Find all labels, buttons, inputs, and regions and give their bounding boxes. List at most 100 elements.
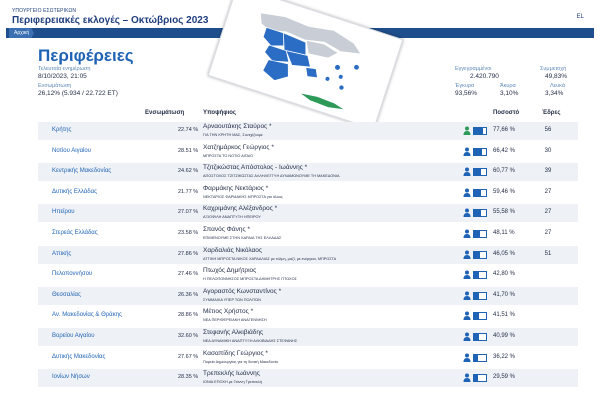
row-percentage: 36,22 % — [493, 353, 516, 360]
percentage-bar-fill — [474, 313, 479, 320]
candidate-party: ΑΠΟΣΤΟΛΟΣ ΤΖΙΤΖΙΚΩΣΤΑΣ ΑΛΛΗΛΕΓΓΥΗ ΔΥΝΑΜΩ… — [203, 174, 340, 179]
percentage-bar — [473, 291, 487, 300]
region-name-link[interactable]: Πελοποννήσου — [52, 271, 93, 278]
col-header-percentage[interactable]: Ποσοστό — [493, 110, 520, 116]
greece-map-card[interactable] — [207, 0, 404, 130]
percentage-bar-fill — [474, 128, 484, 134]
election-title[interactable]: Περιφερειακές εκλογές – Οκτώβριος 2023 — [12, 15, 209, 26]
map-region-central — [285, 50, 311, 68]
candidate-party: ΑΞΙΟΦΙΛΗ ΑΝΑΠΤΥΞΗ ΗΠΕΙΡΟΥ — [203, 215, 261, 220]
candidate-name: Χαρδαλιάς Νικόλαος — [203, 246, 263, 254]
candidate-party: ΓΙΑ ΤΗΝ ΚΡΗΤΗ ΜΑΣ, Συνεχίζουμε — [203, 133, 263, 137]
table-row[interactable]: Ιονίων Νήσων 28.35 % Τρεπεκλής Ιωάννης ΙΟΝΙ… — [38, 369, 578, 388]
region-name-link[interactable]: Δυτικής Μακεδονίας — [52, 353, 106, 360]
percentage-bar — [473, 271, 487, 280]
candidate-party: ΝΕΚΤΑΡΙΟΣ ΦΑΡΜΑΚΗΣ ΜΠΡΟΣΤΑ για όλους — [203, 194, 283, 199]
candidate-person-icon — [463, 270, 471, 280]
region-name-link[interactable]: Κεντρικής Μακεδονίας — [52, 168, 112, 175]
ministry-label: ΥΠΟΥΡΓΕΙΟ ΕΣΩΤΕΡΙΚΩΝ — [12, 8, 77, 14]
last-update-value: 8/10/2023, 21:05 — [38, 73, 87, 80]
candidate-name: Κασαπίδης Γεώργιος * — [203, 349, 268, 357]
table-row[interactable]: Αττικής 27.86 % Χαρδαλιάς Νικόλαος ΑΤΤΙΚΗ Μ… — [38, 245, 578, 264]
region-name-link[interactable]: Θεσσαλίας — [52, 291, 81, 298]
row-seats: 27 — [544, 188, 552, 195]
row-integration: 28.51 % — [178, 147, 199, 154]
table-row[interactable]: Ηπείρου 27.07 % Καχριμάνης Αλέξανδρος * ΑΞΙ… — [38, 204, 578, 223]
row-percentage: 41,70 % — [493, 291, 516, 298]
candidate-person-icon — [463, 188, 471, 197]
row-seats: 51 — [544, 250, 552, 257]
candidate-person-icon — [463, 311, 471, 321]
map-island-1 — [335, 64, 341, 70]
candidate-name: Φαρμάκης Νεκτάριος * — [203, 184, 269, 192]
map-island-2 — [338, 74, 343, 79]
candidate-name: Αρναουτάκης Σταύρος * — [203, 123, 272, 130]
map-region-peloponnese — [262, 59, 289, 81]
percentage-bar-fill — [474, 148, 482, 155]
percentage-bar — [473, 147, 487, 156]
row-percentage: 60,77 % — [493, 168, 516, 175]
candidate-person-icon — [463, 126, 471, 135]
row-seats: 27 — [544, 230, 552, 236]
table-row[interactable]: Δυτικής Ελλάδας 21.77 % Φαρμάκης Νεκτάριος… — [38, 184, 578, 202]
registered-label: Εγγεγραμμένοι — [455, 66, 492, 72]
percentage-bar-fill — [474, 231, 480, 237]
region-name-link[interactable]: Ιονίων Νήσων — [52, 374, 90, 381]
table-row[interactable]: Νοτίου Αιγαίου 28.51 % Χατζημάρκος Γεώργιο… — [38, 143, 578, 161]
table-row[interactable]: Κρήτης 22.74 % Αρναουτάκης Σταύρος * ΓΙΑ ΤΗ… — [38, 122, 578, 140]
region-name-link[interactable]: Κρήτης — [52, 127, 72, 133]
table-row[interactable]: Αν. Μακεδονίας & Θράκης 28.86 % Μέτιος Χρή… — [38, 307, 578, 325]
region-name-link[interactable]: Ηπείρου — [52, 209, 75, 216]
percentage-bar-fill — [474, 354, 479, 361]
row-percentage: 55,58 % — [493, 209, 516, 216]
percentage-bar — [473, 374, 487, 383]
col-header-candidate: Υποψήφιος — [203, 110, 237, 116]
table-row[interactable]: Στερεάς Ελλάδας 23.58 % Σπανός Φάνης * ΕΠΙΜ… — [38, 225, 578, 243]
blank-value: 3,34% — [545, 90, 564, 97]
row-seats: 27 — [544, 209, 552, 216]
row-percentage: 46,05 % — [493, 250, 516, 257]
participation-label: Συμμετοχή — [540, 66, 567, 72]
percentage-bar — [473, 209, 487, 218]
candidate-party: ΜΠΡΟΣΤΑ ΤΟ ΝΟΤΙΟ ΑΙΓΑΙΟ — [203, 153, 254, 158]
breadcrumb-home-link[interactable]: Αρχική — [9, 28, 35, 38]
map-region-west — [264, 44, 290, 63]
candidate-name: Αγοραστός Κωνσταντίνος * — [203, 287, 282, 295]
region-name-link[interactable]: Αν. Μακεδονίας & Θράκης — [52, 312, 122, 319]
greece-map — [260, 12, 362, 110]
region-name-link[interactable]: Δυτικής Ελλάδας — [52, 188, 97, 195]
percentage-bar-fill — [474, 292, 479, 299]
region-name-link[interactable]: Αττικής — [52, 250, 72, 257]
registered-value: 2.420.790 — [470, 73, 499, 80]
row-integration: 21.77 % — [178, 188, 199, 195]
region-name-link[interactable]: Βορείου Αιγαίου — [52, 333, 95, 339]
row-percentage: 42,80 % — [493, 271, 516, 278]
integration-label: Ενσωμάτωση — [38, 83, 72, 89]
row-integration: 27.86 % — [178, 250, 199, 257]
row-integration: 24.62 % — [178, 168, 199, 175]
row-integration: 27.07 % — [178, 209, 199, 216]
table-row[interactable]: Δυτικής Μακεδονίας 27.67 % Κασαπίδης Γεώργ… — [38, 349, 578, 367]
table-row[interactable]: Πελοποννήσου 27.46 % Πτωχός Δημήτριος Η ΠΕΛ… — [38, 266, 578, 284]
region-name-link[interactable]: Νοτίου Αιγαίου — [52, 147, 91, 154]
col-header-seats: Έδρες — [542, 110, 561, 116]
map-island-3 — [325, 76, 330, 81]
map-region-crete — [299, 92, 345, 110]
language-switch[interactable]: EL — [576, 14, 584, 20]
region-name-link[interactable]: Στερεάς Ελλάδας — [52, 230, 98, 236]
last-update-label: Τελευταία ενημέρωση — [38, 66, 91, 72]
row-integration: 28.35 % — [178, 374, 199, 381]
row-integration: 22.74 % — [178, 127, 199, 133]
candidate-name: Σπανός Φάνης * — [203, 226, 250, 233]
candidate-party: ΝΕΑ ΔΥΝΑΜΙΚΗ ΑΝΑΠΤΥΞΗ ΑΛΚΙΒΙΑΔΗΣ ΣΤΕΦΑΝΗ… — [203, 339, 298, 343]
table-row[interactable]: Βορείου Αιγαίου 32.60 % Στεφανής Αλκιβιάδη… — [38, 328, 578, 346]
candidate-person-icon — [463, 147, 471, 156]
table-row[interactable]: Θεσσαλίας 26.36 % Αγοραστός Κωνσταντίνος *… — [38, 286, 578, 305]
candidate-person-icon — [463, 291, 471, 300]
candidate-name: Στεφανής Αλκιβιάδης — [203, 329, 264, 336]
percentage-bar-fill — [474, 272, 480, 279]
percentage-bar — [473, 312, 487, 321]
percentage-bar — [473, 188, 487, 197]
table-row[interactable]: Κεντρικής Μακεδονίας 24.62 % Τζιτζικώστας … — [38, 163, 578, 182]
